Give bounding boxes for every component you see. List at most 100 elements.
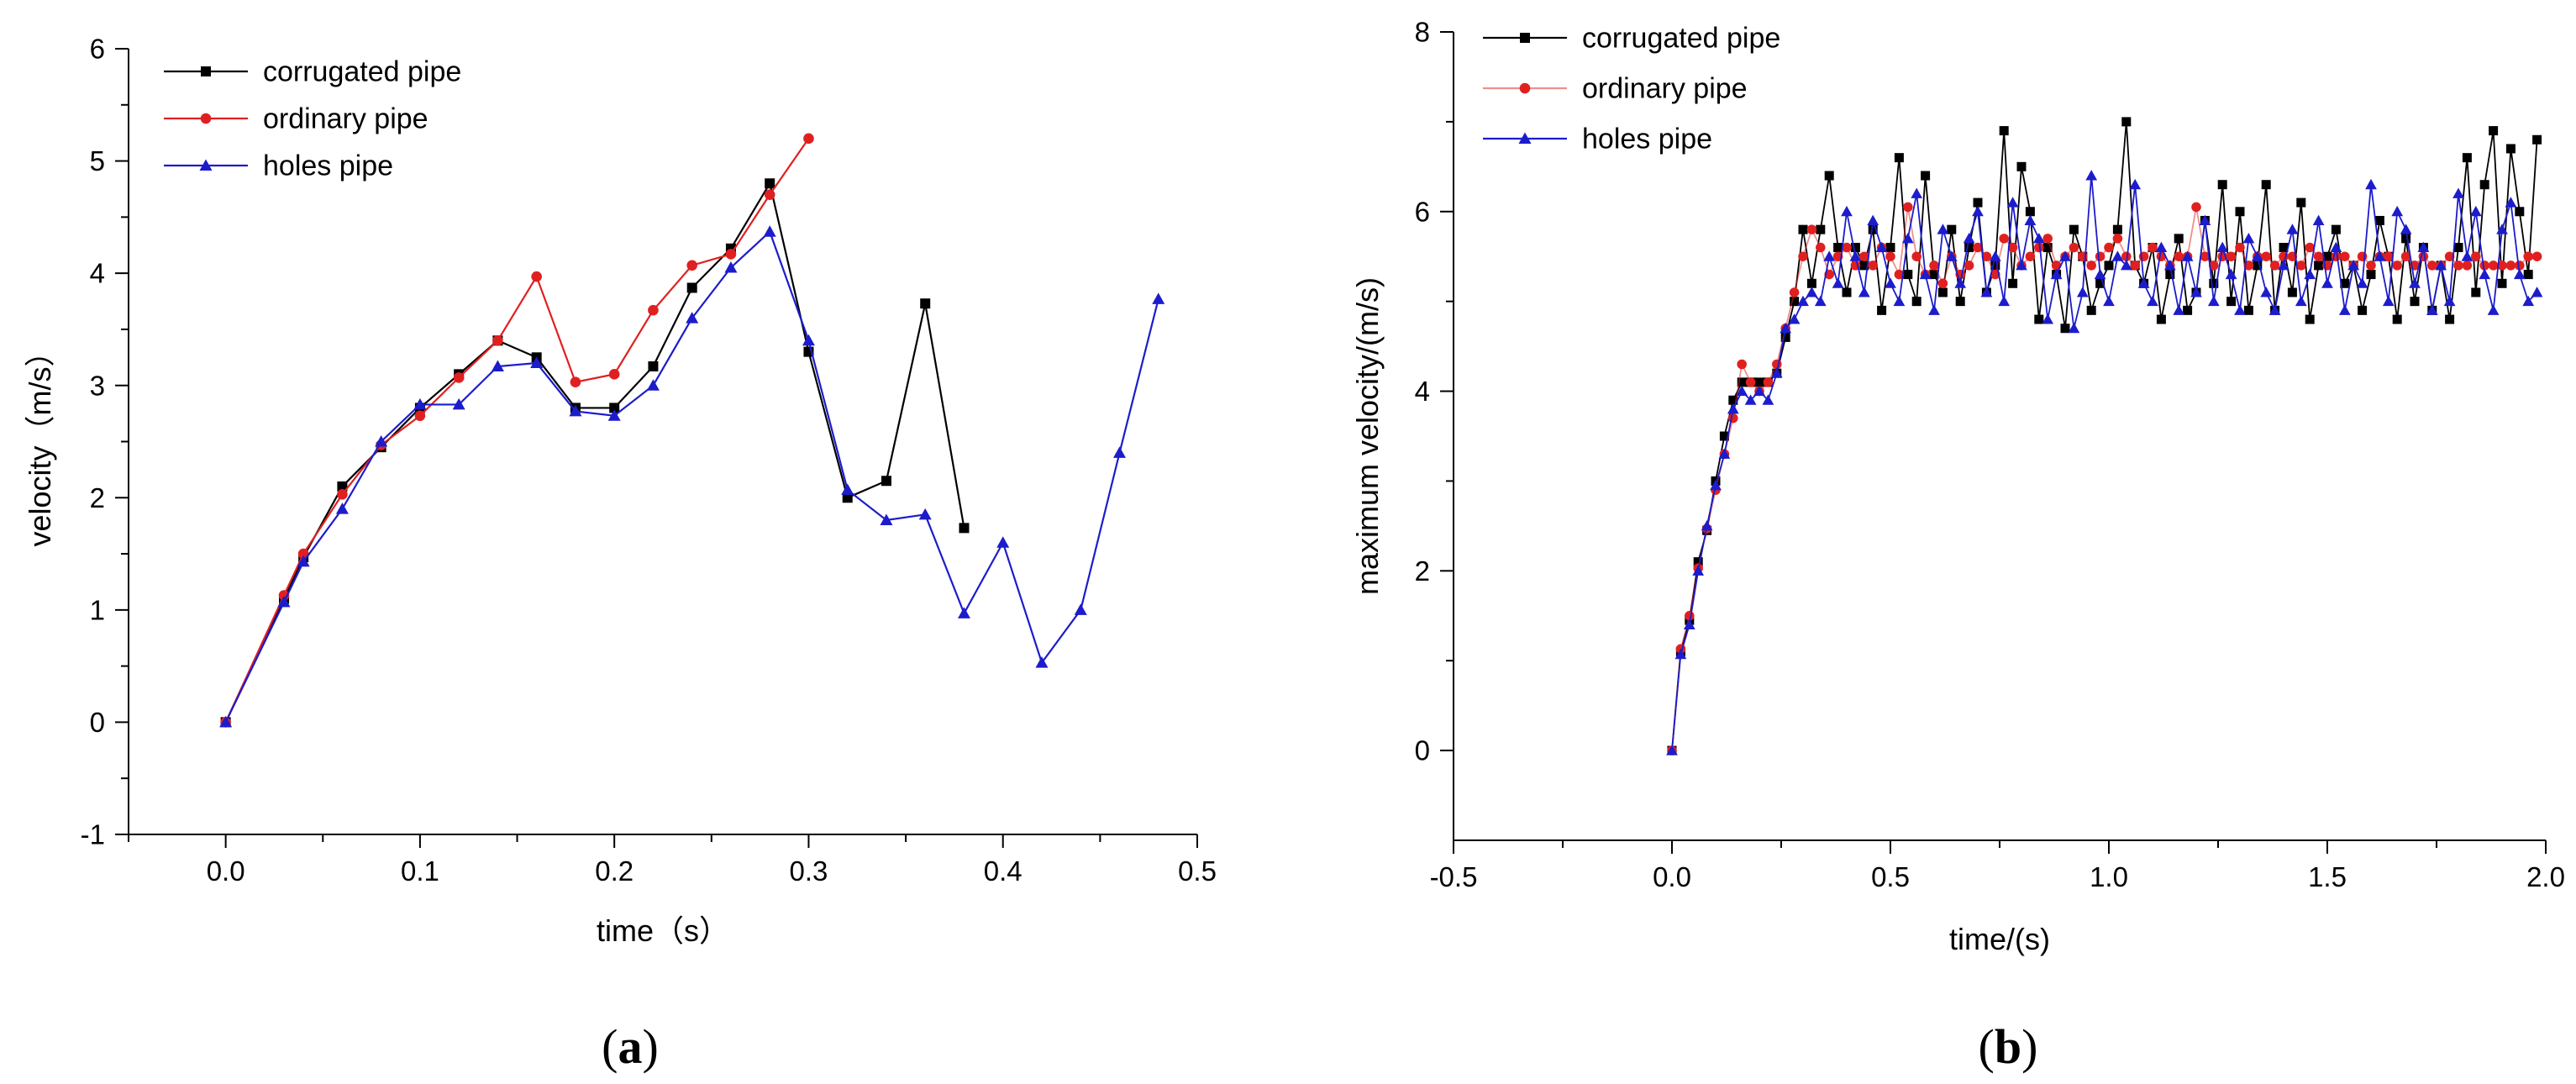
data-point bbox=[2374, 215, 2384, 225]
data-point bbox=[1806, 224, 1817, 234]
data-point bbox=[1937, 278, 1948, 289]
data-point bbox=[2417, 241, 2430, 253]
x-tick-label: 0.3 bbox=[790, 855, 828, 887]
y-tick-label: 4 bbox=[90, 258, 105, 289]
data-point bbox=[2497, 278, 2507, 288]
data-point bbox=[1885, 243, 1895, 253]
data-point bbox=[2296, 197, 2306, 208]
data-point bbox=[2505, 197, 2517, 208]
data-point bbox=[2304, 268, 2316, 280]
data-point bbox=[2130, 260, 2140, 271]
data-point bbox=[725, 249, 737, 260]
legend-label: ordinary pipe bbox=[263, 103, 428, 135]
data-point bbox=[1894, 153, 1904, 163]
x-tick-label: 0.1 bbox=[401, 855, 439, 887]
data-point bbox=[1919, 268, 1932, 280]
data-point bbox=[2025, 207, 2035, 217]
data-point bbox=[2479, 180, 2489, 190]
data-point bbox=[2209, 278, 2219, 288]
legend: corrugated pipe ordinary pipe holes pipe bbox=[164, 56, 461, 182]
data-point bbox=[2313, 251, 2324, 261]
data-point bbox=[2522, 295, 2535, 307]
data-point bbox=[2069, 242, 2079, 253]
data-point bbox=[2435, 260, 2447, 271]
data-point bbox=[2207, 295, 2220, 307]
data-point bbox=[1710, 479, 1722, 491]
panel-label-close: ) bbox=[643, 1019, 659, 1074]
data-point bbox=[2112, 234, 2123, 244]
data-point bbox=[2156, 314, 2166, 324]
data-point bbox=[2129, 178, 2142, 190]
data-point bbox=[2148, 242, 2158, 253]
data-point bbox=[2190, 287, 2202, 297]
data-point bbox=[1955, 297, 1965, 307]
data-point bbox=[570, 376, 581, 388]
data-point bbox=[2225, 268, 2237, 280]
data-point bbox=[918, 508, 932, 520]
x-tick-label: 0.5 bbox=[1178, 855, 1217, 887]
panel-label-open: ( bbox=[602, 1019, 618, 1074]
data-point bbox=[2322, 251, 2332, 261]
panel-label: (b) bbox=[1979, 1019, 2038, 1074]
data-point bbox=[2086, 305, 2096, 315]
data-point bbox=[1816, 242, 1826, 253]
data-point bbox=[1903, 202, 1913, 213]
data-point bbox=[337, 488, 348, 500]
data-point bbox=[2452, 187, 2464, 198]
panel-label: (a) bbox=[602, 1019, 659, 1074]
data-point bbox=[2523, 251, 2533, 261]
data-point bbox=[765, 178, 775, 189]
data-point bbox=[1868, 224, 1878, 234]
data-point bbox=[2382, 295, 2395, 307]
data-point bbox=[2024, 214, 2037, 225]
data-point bbox=[1937, 224, 1949, 234]
data-point bbox=[492, 334, 503, 346]
data-point bbox=[2121, 251, 2132, 261]
data-point bbox=[2365, 178, 2377, 190]
data-point bbox=[842, 492, 853, 503]
data-point bbox=[2120, 260, 2132, 271]
data-point bbox=[686, 260, 697, 271]
data-point bbox=[1911, 251, 1921, 261]
data-point bbox=[2462, 153, 2472, 163]
data-point bbox=[2295, 295, 2307, 307]
x-tick-label: 0.0 bbox=[207, 855, 245, 887]
legend: corrugated pipe ordinary pipe holes pipe bbox=[1483, 23, 1780, 155]
data-point bbox=[2347, 260, 2360, 271]
data-point bbox=[2469, 205, 2482, 217]
data-point bbox=[1850, 243, 1860, 253]
data-point bbox=[2331, 224, 2341, 234]
data-point bbox=[2531, 287, 2543, 297]
data-point bbox=[1859, 251, 1869, 261]
data-point bbox=[2007, 242, 2018, 253]
data-point bbox=[2268, 304, 2281, 315]
data-point bbox=[1921, 171, 1931, 181]
data-point bbox=[1999, 126, 2009, 136]
data-point bbox=[1999, 234, 2009, 244]
data-point bbox=[1911, 297, 1921, 307]
data-point bbox=[2137, 277, 2150, 288]
data-point bbox=[2287, 287, 2297, 297]
data-point bbox=[2242, 232, 2255, 244]
data-point bbox=[1973, 197, 1983, 208]
data-point bbox=[2461, 250, 2473, 261]
data-point bbox=[648, 304, 659, 316]
data-point bbox=[452, 397, 465, 410]
data-point bbox=[2505, 260, 2516, 271]
chart-panel-b: 0 2 4 6 8 -0.5 0.0 0.5 1.0 1.5 2.0 time/(s) maximum … bbox=[1350, 17, 2565, 1074]
data-point bbox=[2427, 260, 2437, 271]
data-point bbox=[1152, 292, 1165, 304]
data-point bbox=[2366, 260, 2376, 271]
data-point bbox=[1859, 260, 1869, 271]
data-point bbox=[1798, 251, 1808, 261]
data-point bbox=[607, 409, 621, 421]
data-point bbox=[1842, 287, 1852, 297]
data-point bbox=[1753, 385, 1765, 397]
data-point bbox=[1841, 205, 1853, 217]
series-holes-pipe bbox=[219, 225, 1165, 728]
data-point bbox=[2338, 304, 2351, 315]
data-point bbox=[648, 361, 659, 372]
data-point bbox=[1789, 287, 1800, 297]
data-point bbox=[2042, 234, 2053, 244]
y-tick-label: 0 bbox=[90, 707, 105, 738]
